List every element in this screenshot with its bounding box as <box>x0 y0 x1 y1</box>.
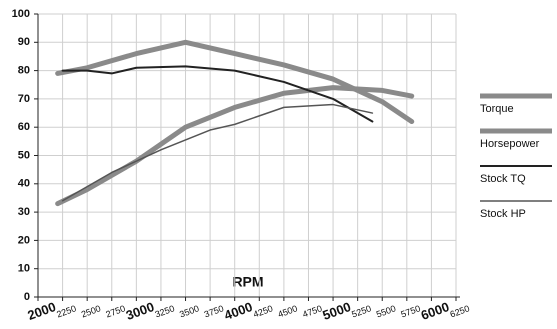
x-tick-label: 2000 <box>25 299 57 323</box>
x-tick-label: 4250 <box>252 303 274 319</box>
x-tick-label: 3500 <box>178 303 200 319</box>
x-tick-label: 2500 <box>80 303 102 319</box>
x-tick-label: 4500 <box>277 303 299 319</box>
y-tick-label: 20 <box>18 234 30 246</box>
x-tick-label: 5500 <box>375 303 397 319</box>
y-tick-label: 50 <box>18 149 30 161</box>
legend-label: Torque <box>480 103 514 115</box>
y-tick-label: 30 <box>18 206 30 218</box>
series-line <box>61 103 374 202</box>
series-line <box>55 39 415 125</box>
x-tick-label: 4000 <box>222 299 254 323</box>
y-tick-label: 0 <box>24 291 30 303</box>
x-tick-label: 5000 <box>321 299 353 323</box>
x-tick-label: 5250 <box>350 303 372 319</box>
x-tick-label: 6000 <box>419 299 451 323</box>
x-tick-label: 2250 <box>55 303 77 319</box>
axis-label: RPM <box>232 274 263 290</box>
x-tick-label: 3250 <box>154 303 176 319</box>
y-tick-label: 80 <box>18 65 30 77</box>
x-tick-label: 3750 <box>203 303 225 319</box>
y-tick-label: 60 <box>18 121 30 133</box>
legend-label: Horsepower <box>480 138 540 150</box>
x-tick-label: 5750 <box>399 303 421 319</box>
x-tick-label: 6250 <box>449 303 471 319</box>
y-tick-label: 70 <box>18 93 30 105</box>
series-line <box>61 65 374 123</box>
x-tick-label: 4750 <box>301 303 323 319</box>
x-tick-label: 2750 <box>104 303 126 319</box>
legend-label: Stock HP <box>480 208 526 220</box>
series-line <box>55 85 415 207</box>
y-tick-label: 90 <box>18 36 30 48</box>
y-tick-label: 10 <box>18 263 30 275</box>
y-tick-label: 40 <box>18 178 30 190</box>
legend-label: Stock TQ <box>480 173 526 185</box>
x-tick-label: 3000 <box>124 299 156 323</box>
y-tick-label: 100 <box>12 8 30 20</box>
